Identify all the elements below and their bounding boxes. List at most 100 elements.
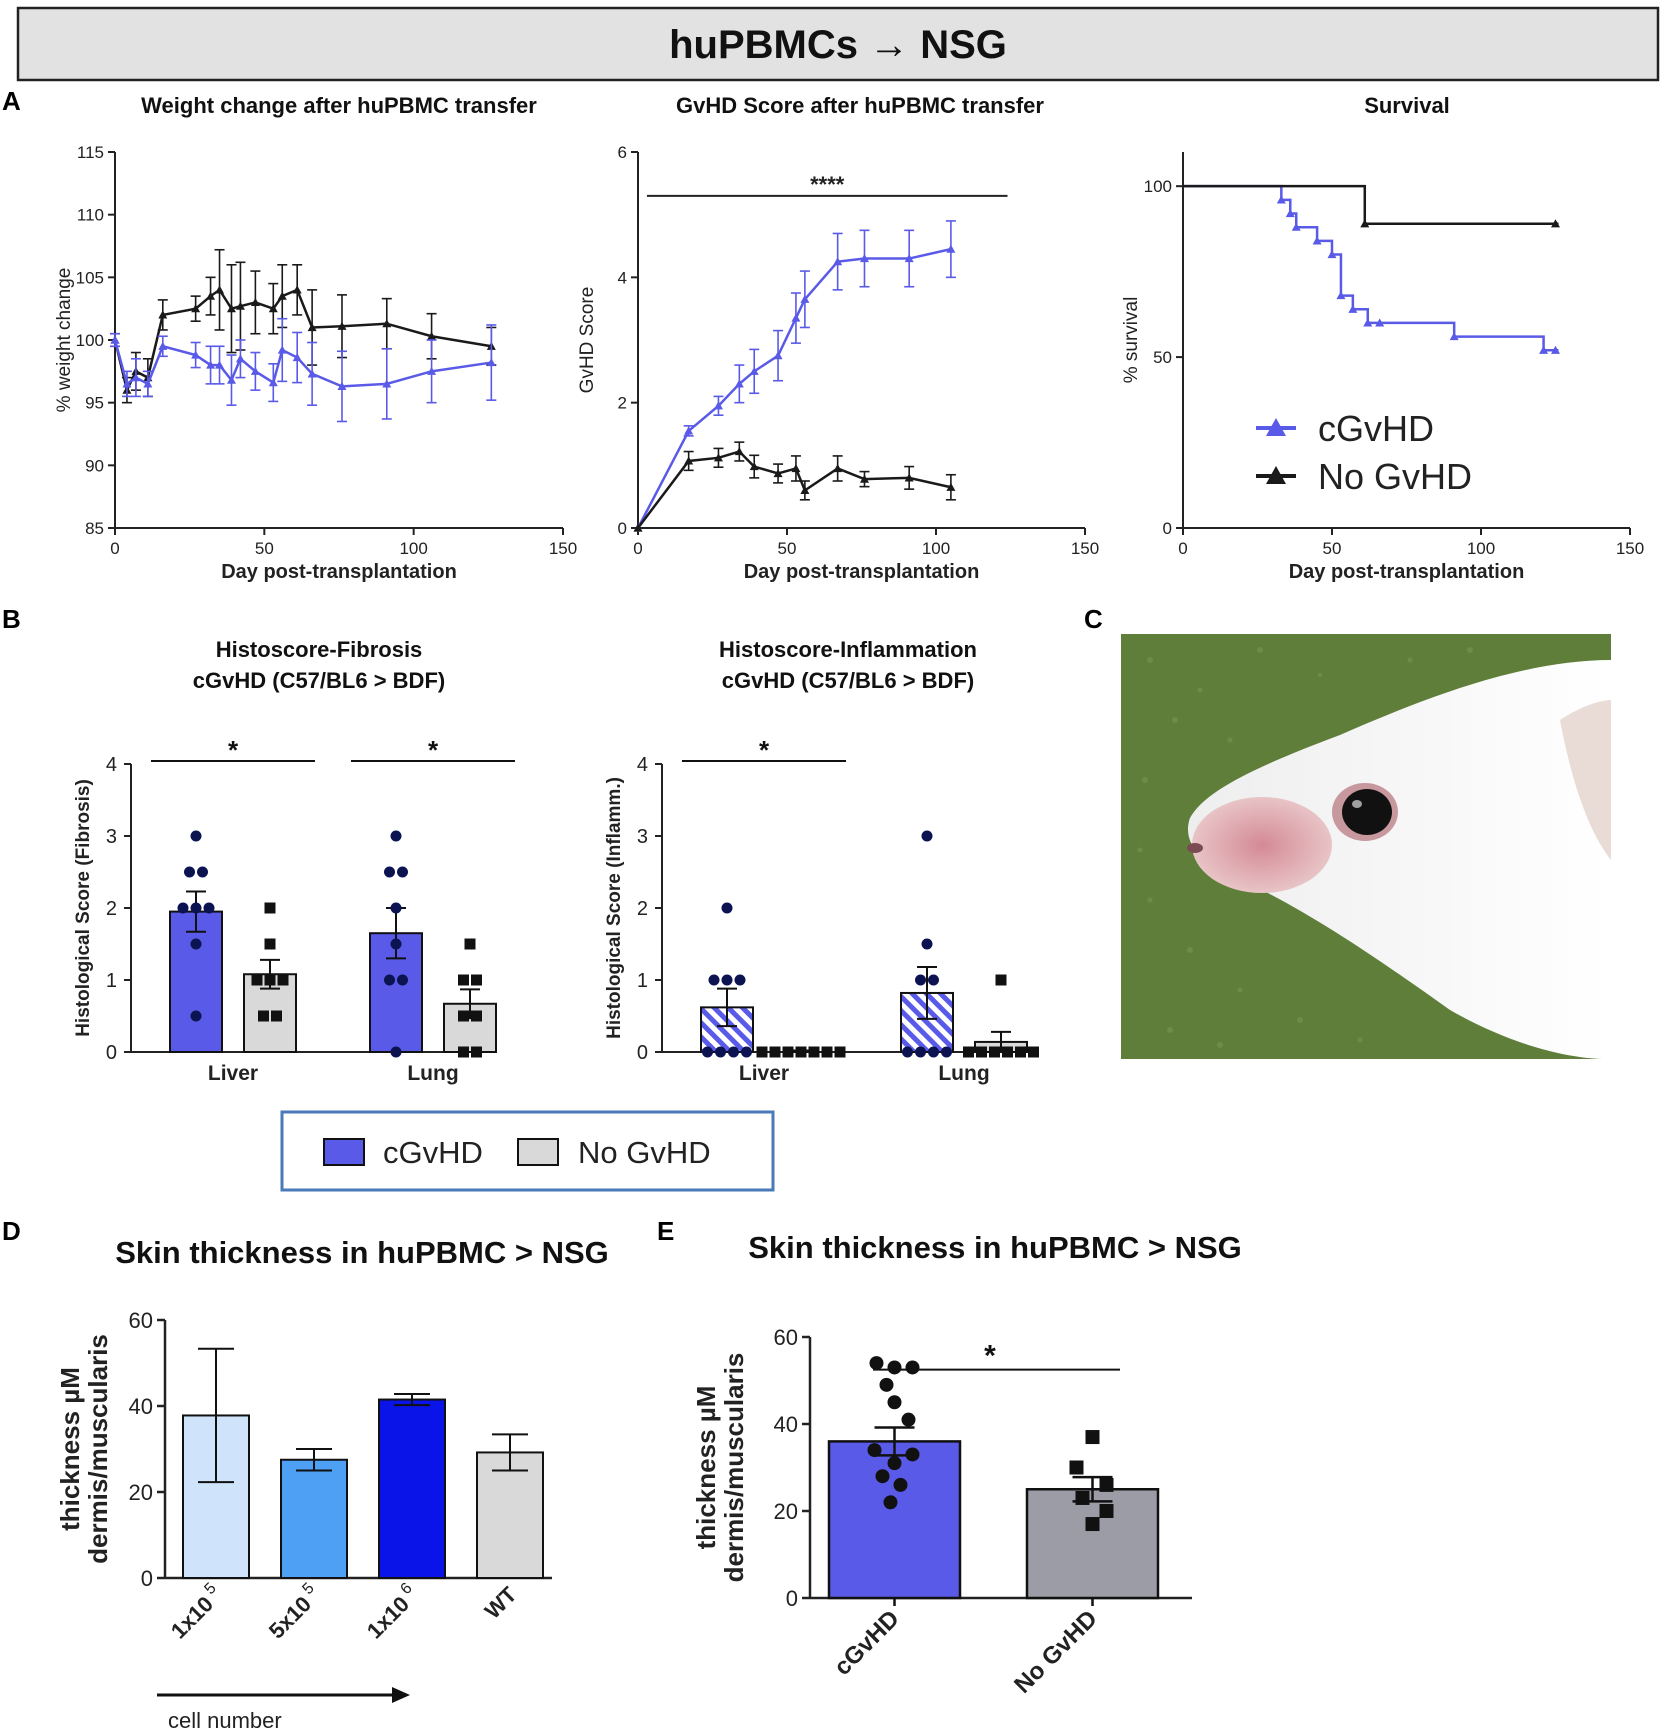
data-point bbox=[833, 463, 843, 473]
data-point bbox=[277, 345, 287, 354]
data-point bbox=[995, 974, 1007, 986]
y-tick-label: 2 bbox=[637, 898, 648, 920]
y-axis-label-line2: dermis/muscularis bbox=[719, 1353, 749, 1583]
data-point bbox=[749, 462, 759, 471]
y-tick-label: 3 bbox=[637, 826, 648, 848]
data-point bbox=[292, 353, 302, 362]
data-point bbox=[464, 938, 476, 950]
x-tick-label: Liver bbox=[739, 1062, 789, 1085]
x-tick-label: Lung bbox=[407, 1062, 458, 1085]
survival-chart: Survival 0 50 100 150 0 50 100 Day post-transpla… bbox=[1121, 93, 1644, 583]
chart-title: Skin thickness in huPBMC > NSG bbox=[115, 1235, 609, 1270]
data-point bbox=[382, 319, 392, 328]
data-point bbox=[875, 1469, 890, 1484]
data-point bbox=[307, 322, 317, 332]
data-point bbox=[791, 463, 801, 473]
data-point bbox=[191, 304, 201, 313]
y-tick-label: 100 bbox=[76, 331, 104, 350]
data-point bbox=[921, 938, 933, 950]
y-axis-label: Histological Score (Inflamm.) bbox=[604, 777, 625, 1039]
chart-title: Survival bbox=[1364, 93, 1450, 118]
data-point bbox=[721, 974, 733, 986]
y-axis-label-line1: thickness µM bbox=[691, 1386, 721, 1550]
survival-step-line bbox=[1183, 184, 1559, 352]
data-point bbox=[921, 830, 933, 842]
x-tick-label: 1x10 6 bbox=[360, 1580, 424, 1644]
significance-label: * bbox=[759, 735, 770, 765]
censor-mark bbox=[1327, 250, 1337, 259]
chart-title: GvHD Score after huPBMC transfer bbox=[676, 93, 1044, 118]
data-point bbox=[471, 1010, 482, 1022]
data-point bbox=[715, 1046, 726, 1058]
data-point bbox=[390, 902, 402, 914]
y-tick-label: 60 bbox=[129, 1308, 153, 1333]
data-point bbox=[1085, 1430, 1100, 1445]
survival-step-line bbox=[1183, 184, 1559, 226]
y-tick-label: 0 bbox=[106, 1042, 117, 1064]
data-point bbox=[902, 1046, 913, 1058]
y-axis-label: Histological Score (Fibrosis) bbox=[73, 779, 94, 1037]
data-point bbox=[963, 1046, 974, 1058]
data-point bbox=[905, 1447, 920, 1462]
censor-mark bbox=[1551, 345, 1560, 354]
data-point bbox=[206, 360, 216, 369]
weight-change-chart: Weight change after huPBMC transfer 0 50 10… bbox=[54, 93, 577, 583]
y-axis-label-line2: dermis/muscularis bbox=[83, 1334, 113, 1564]
y-tick-label: 60 bbox=[774, 1325, 798, 1350]
data-point bbox=[271, 1010, 282, 1022]
data-point bbox=[833, 257, 843, 266]
x-tick-label: 50 bbox=[1323, 539, 1342, 558]
data-point bbox=[110, 335, 120, 344]
censor-mark bbox=[1539, 345, 1549, 354]
data-point bbox=[190, 938, 202, 950]
data-point bbox=[915, 974, 926, 986]
data-point bbox=[887, 1456, 902, 1471]
data-point bbox=[1028, 1046, 1039, 1058]
data-point bbox=[928, 974, 939, 986]
censor-mark bbox=[1360, 219, 1370, 228]
data-point bbox=[264, 938, 276, 950]
data-point bbox=[721, 902, 733, 914]
significance-label: * bbox=[984, 1340, 996, 1373]
y-tick-label: 115 bbox=[77, 143, 104, 162]
data-point bbox=[808, 1046, 820, 1058]
data-point bbox=[235, 301, 245, 310]
x-tick-label: 150 bbox=[1071, 539, 1099, 558]
x-tick-label: No GvHD bbox=[1009, 1605, 1103, 1699]
x-tick-exponent: 6 bbox=[394, 1580, 416, 1602]
data-point bbox=[1099, 1477, 1114, 1492]
legend-b-label-nogvhd: No GvHD bbox=[578, 1135, 711, 1170]
data-point bbox=[458, 1046, 469, 1058]
legend-marker bbox=[1266, 466, 1286, 484]
x-tick-label: 100 bbox=[922, 539, 950, 558]
data-point bbox=[946, 482, 956, 491]
data-point bbox=[397, 866, 408, 878]
header-title: huPBMCs → NSG bbox=[669, 23, 1007, 67]
legend-marker bbox=[1266, 418, 1286, 436]
significance-label: * bbox=[428, 735, 439, 765]
data-point bbox=[215, 360, 225, 369]
chart-title: Histoscore-Fibrosis bbox=[216, 637, 423, 662]
data-point bbox=[268, 378, 278, 387]
data-point bbox=[250, 366, 260, 375]
data-point bbox=[268, 304, 278, 313]
series-line bbox=[113, 339, 492, 388]
data-point bbox=[989, 1046, 1000, 1058]
data-point bbox=[749, 366, 759, 375]
data-point bbox=[384, 974, 395, 986]
y-tick-label: 0 bbox=[1163, 519, 1172, 538]
data-point bbox=[1099, 1504, 1114, 1518]
data-point bbox=[633, 523, 643, 532]
data-point bbox=[292, 285, 302, 294]
data-point bbox=[904, 254, 914, 263]
data-point bbox=[215, 285, 225, 294]
y-tick-label: 2 bbox=[106, 898, 117, 920]
y-tick-label: 1 bbox=[106, 970, 117, 992]
chart-title: Histoscore-Inflammation bbox=[719, 637, 977, 662]
data-point bbox=[427, 331, 437, 340]
legend-label: No GvHD bbox=[1318, 456, 1472, 497]
x-tick-label: Lung bbox=[938, 1062, 989, 1085]
data-point bbox=[946, 244, 956, 253]
x-tick-label: 100 bbox=[1467, 539, 1495, 558]
